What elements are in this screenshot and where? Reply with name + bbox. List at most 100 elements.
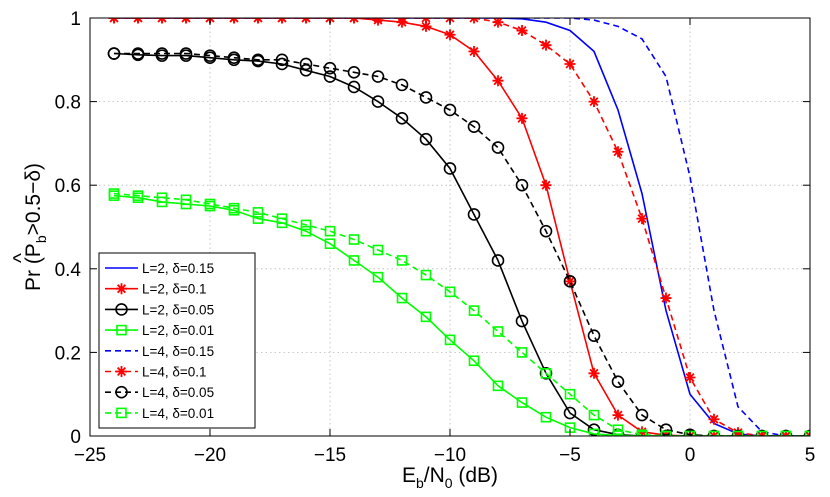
data-point bbox=[395, 112, 409, 125]
y-tick-label: 0 bbox=[70, 427, 81, 448]
data-point bbox=[636, 429, 648, 436]
data-point bbox=[636, 213, 648, 225]
legend-label: L=2, δ=0.1 bbox=[142, 282, 207, 297]
data-point bbox=[755, 429, 769, 436]
data-point bbox=[515, 178, 529, 192]
series-line bbox=[114, 18, 810, 436]
x-tick-label: −25 bbox=[74, 445, 106, 466]
data-point bbox=[396, 292, 408, 304]
data-point bbox=[707, 429, 721, 436]
legend-box bbox=[98, 252, 256, 429]
data-point bbox=[131, 47, 145, 60]
data-point bbox=[588, 409, 600, 421]
legend-item: L=2, δ=0.15 bbox=[105, 261, 214, 276]
data-point bbox=[780, 430, 792, 436]
legend-label: L=4, δ=0.1 bbox=[142, 365, 207, 380]
data-point bbox=[588, 367, 600, 379]
x-tick-label: −5 bbox=[559, 445, 581, 466]
data-point bbox=[116, 324, 127, 336]
data-point bbox=[116, 407, 127, 419]
data-point bbox=[372, 244, 384, 256]
data-point bbox=[372, 271, 384, 283]
data-point bbox=[684, 371, 696, 383]
data-point bbox=[539, 366, 553, 380]
data-point bbox=[467, 208, 481, 221]
data-point bbox=[491, 141, 505, 154]
y-tick-label: 0.4 bbox=[55, 260, 82, 281]
data-point bbox=[348, 255, 360, 266]
data-point bbox=[467, 120, 481, 133]
legend-item: L=4, δ=0.01 bbox=[105, 406, 214, 421]
data-point bbox=[492, 326, 504, 337]
data-point bbox=[540, 367, 552, 379]
data-point bbox=[660, 430, 672, 436]
data-point bbox=[636, 430, 648, 436]
y-axis-label-hat: ^ bbox=[10, 253, 33, 263]
data-point bbox=[443, 103, 457, 117]
data-point bbox=[227, 51, 241, 65]
svg-text:Pr (Pb>0.5−δ): Pr (Pb>0.5−δ) bbox=[22, 163, 49, 291]
data-point bbox=[492, 380, 504, 392]
data-point bbox=[347, 80, 361, 94]
data-point bbox=[348, 234, 360, 245]
legend-label: L=4, δ=0.01 bbox=[142, 406, 214, 421]
data-point bbox=[540, 39, 552, 51]
legend-item: L=4, δ=0.1 bbox=[105, 365, 207, 380]
legend-item: L=2, δ=0.1 bbox=[105, 282, 207, 297]
legend-item: L=2, δ=0.05 bbox=[105, 302, 214, 317]
data-point bbox=[276, 213, 288, 224]
data-point bbox=[756, 430, 768, 436]
data-point bbox=[612, 146, 624, 158]
series-line bbox=[113, 192, 810, 436]
data-point bbox=[468, 305, 480, 316]
legend: L=2, δ=0.15 L=2, δ=0.1 L=2, δ=0.05 L=2, δ=0… bbox=[98, 252, 256, 429]
data-point bbox=[324, 225, 336, 237]
data-point bbox=[132, 190, 144, 201]
data-point bbox=[228, 202, 240, 214]
data-point bbox=[156, 192, 168, 204]
data-point bbox=[468, 355, 480, 367]
x-tick-labels: −25 −20 −15 −10 −5 0 5 bbox=[74, 445, 815, 466]
data-point bbox=[611, 375, 625, 388]
y-tick-label: 0.8 bbox=[55, 93, 81, 114]
data-point bbox=[444, 29, 456, 41]
data-point bbox=[115, 385, 128, 399]
series-layer bbox=[107, 18, 810, 436]
data-point bbox=[419, 132, 433, 146]
x-tick-label: −15 bbox=[314, 445, 346, 466]
series-5 bbox=[114, 18, 810, 436]
grid bbox=[90, 18, 810, 436]
legend-item: L=2, δ=0.01 bbox=[105, 323, 214, 338]
data-point bbox=[708, 430, 720, 436]
data-point bbox=[155, 47, 169, 60]
data-point bbox=[443, 162, 457, 175]
data-point bbox=[468, 45, 480, 57]
x-tick-label: −10 bbox=[434, 445, 466, 466]
legend-label: L=2, δ=0.01 bbox=[142, 323, 214, 338]
ticks bbox=[89, 17, 811, 437]
data-point bbox=[516, 112, 528, 124]
data-point bbox=[612, 409, 624, 421]
x-tick-label: 5 bbox=[805, 445, 816, 466]
data-point bbox=[563, 275, 577, 288]
data-point bbox=[179, 47, 193, 60]
data-point bbox=[564, 388, 576, 400]
data-point bbox=[116, 283, 127, 295]
data-point bbox=[516, 397, 528, 408]
legend-label: L=4, δ=0.15 bbox=[142, 344, 214, 359]
data-point bbox=[371, 70, 385, 83]
data-point bbox=[444, 334, 456, 346]
data-point bbox=[299, 57, 313, 71]
data-point bbox=[515, 314, 529, 328]
data-point bbox=[660, 292, 672, 304]
data-point bbox=[492, 18, 504, 28]
x-tick-label: −20 bbox=[194, 445, 226, 466]
legend-item: L=4, δ=0.05 bbox=[105, 385, 214, 400]
x-tick-label: 0 bbox=[685, 445, 696, 466]
data-point bbox=[116, 366, 127, 377]
y-tick-label: 1 bbox=[70, 9, 81, 30]
data-point bbox=[563, 406, 577, 420]
data-point bbox=[708, 413, 720, 425]
series-line bbox=[113, 52, 810, 436]
